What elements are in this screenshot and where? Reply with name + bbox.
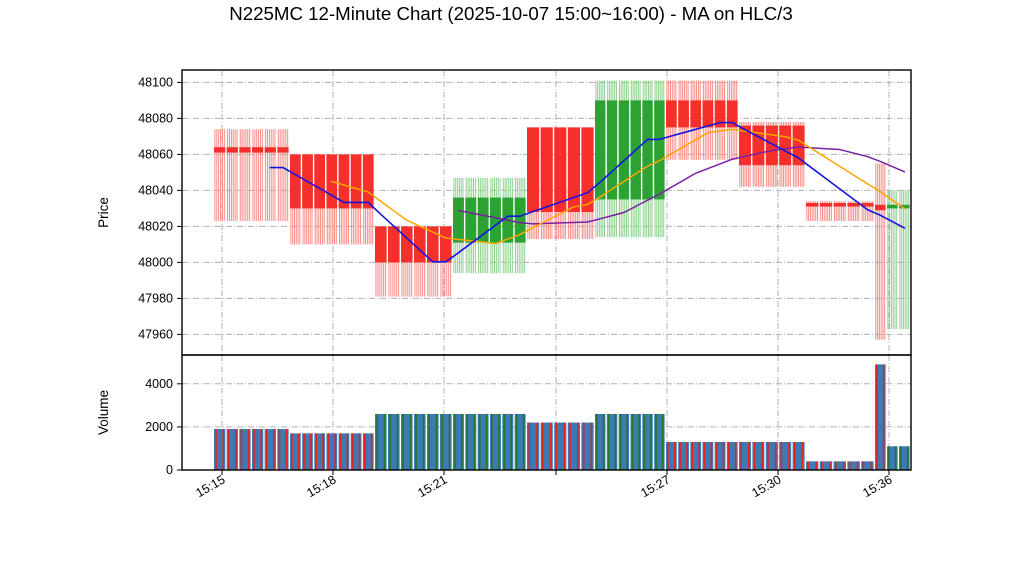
svg-text:48020: 48020 xyxy=(138,219,173,233)
svg-text:Volume: Volume xyxy=(96,390,111,435)
svg-text:48100: 48100 xyxy=(138,75,173,89)
svg-text:Price: Price xyxy=(96,197,111,228)
svg-text:48080: 48080 xyxy=(138,111,173,125)
svg-text:47960: 47960 xyxy=(138,327,173,341)
svg-text:N225MC 12-Minute Chart (2025-1: N225MC 12-Minute Chart (2025-10-07 15:00… xyxy=(229,3,793,24)
svg-text:4000: 4000 xyxy=(145,377,173,391)
svg-text:2000: 2000 xyxy=(145,420,173,434)
svg-text:48000: 48000 xyxy=(138,255,173,269)
svg-text:48040: 48040 xyxy=(138,183,173,197)
svg-text:48060: 48060 xyxy=(138,147,173,161)
svg-text:0: 0 xyxy=(166,463,173,477)
svg-text:47980: 47980 xyxy=(138,291,173,305)
